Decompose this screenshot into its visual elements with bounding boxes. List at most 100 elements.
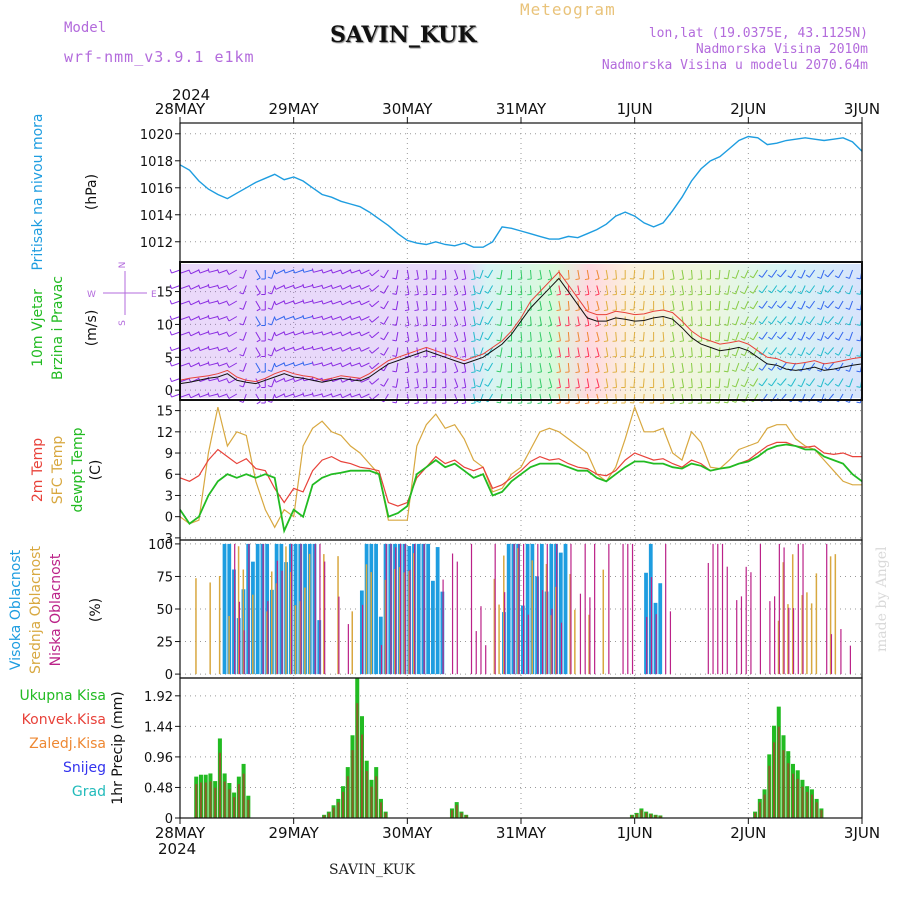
wind-barb	[820, 285, 825, 295]
wind-barb-flag	[496, 277, 501, 280]
wind-barb-flag	[484, 321, 489, 325]
wind-barb-flag	[723, 277, 728, 280]
precip-legend-1: Konvek.Kisa	[22, 712, 106, 728]
precip-conv-bar	[782, 750, 785, 818]
wind-barb	[615, 269, 618, 280]
wind-barb-flag	[311, 299, 314, 304]
wind-barb	[199, 300, 209, 305]
precip-conv-bar	[209, 781, 212, 818]
wind-barb-flag	[575, 386, 580, 389]
wind-barb	[416, 347, 419, 357]
wind-barb-flag	[805, 321, 810, 325]
temperature-ytick-label: 15	[156, 405, 173, 420]
wind-barb	[487, 269, 494, 279]
wind-barb-flag	[392, 277, 397, 280]
wind-barb	[228, 316, 238, 322]
wind-barb	[361, 362, 370, 368]
wind-barb	[605, 269, 609, 279]
wind-barb-flag	[834, 290, 839, 294]
cloud-low-bar	[788, 607, 790, 675]
wind-barb	[371, 362, 380, 370]
wind-barb-flag	[359, 347, 362, 352]
wind-barb-flag	[556, 293, 561, 296]
wind-barb	[761, 285, 768, 294]
wind-barb-flag	[226, 301, 230, 306]
wind-barb	[827, 269, 834, 278]
wind-barb	[672, 285, 675, 295]
wind-barb-flag	[556, 402, 561, 405]
wind-barb	[586, 331, 590, 341]
precip-ytick-label: 1.44	[144, 720, 173, 735]
wind-barb-flag	[595, 309, 600, 312]
wind-barb	[771, 362, 778, 371]
cloud-high-bar	[227, 543, 232, 675]
wind-barb-flag	[723, 308, 728, 311]
wind-barb	[500, 285, 503, 295]
wind-barb-flag	[805, 336, 810, 340]
cloud-mid-bar	[237, 546, 240, 675]
wind-barb-flag	[380, 383, 385, 387]
wind-barb-flag	[256, 292, 261, 296]
wind-barb	[255, 269, 261, 279]
wind-barb-flag	[537, 355, 542, 358]
temp-ylabel-1: 2m Temp	[30, 438, 46, 502]
wind-barb-flag	[584, 386, 589, 389]
cloud-low-bar	[262, 543, 264, 675]
wind-barb	[473, 393, 476, 403]
precip-legend-4: Grad	[72, 784, 106, 800]
wind-barb-flag	[239, 400, 244, 403]
wind-barb-flag	[330, 346, 334, 351]
wind-barb-flag	[845, 369, 850, 372]
precip-conv-bar	[351, 750, 354, 818]
wind-barb-flag	[256, 277, 261, 281]
wind-barb-flag	[330, 393, 334, 398]
wind-barb-flag	[603, 386, 608, 389]
wind-barb	[642, 269, 645, 280]
wind-barb	[190, 393, 200, 399]
wind-barb	[744, 316, 749, 325]
wind-barb	[780, 331, 787, 340]
precip-conv-bar	[218, 752, 222, 818]
precip-conv-bar	[758, 802, 761, 818]
wind-barb	[294, 347, 304, 352]
wind-barb	[332, 300, 342, 305]
precip-conv-bar	[233, 797, 236, 818]
wind-barb-flag	[188, 347, 192, 352]
cloud-low-bar	[579, 593, 582, 675]
wind-barb	[444, 362, 447, 373]
wind-barb	[691, 269, 693, 280]
wind-barb	[771, 347, 778, 356]
wind-barb-flag	[380, 290, 385, 294]
cloud-low-bar	[783, 547, 785, 675]
cloud-low-bar	[475, 631, 477, 675]
wind-barb	[500, 393, 503, 403]
precip-panel: 0 0.48 0.96 1.44 1.92	[144, 678, 862, 827]
wind-barb-flag	[670, 324, 675, 327]
wind-barb	[761, 347, 768, 356]
wind-barb	[800, 331, 806, 341]
wind-barb	[761, 300, 768, 309]
wind-barb	[383, 378, 389, 387]
wind-barb-flag	[797, 307, 802, 310]
wind-barb	[735, 393, 740, 403]
wind-barb	[171, 269, 181, 274]
wind-barb	[303, 331, 313, 335]
wind-barb	[718, 378, 721, 388]
wind-barb-flag	[392, 355, 397, 357]
wind-barb	[615, 285, 618, 295]
wind-barb-flag	[749, 383, 754, 387]
wind-barb	[744, 347, 749, 356]
wind-barb	[199, 285, 209, 290]
wind-barb	[255, 362, 261, 372]
cloud-low-bar	[324, 561, 326, 675]
wind-barb	[454, 331, 459, 341]
cloud-low-bar	[456, 561, 458, 675]
wind-barb-flag	[267, 338, 272, 341]
wind-barb	[275, 393, 285, 399]
cloud-low-bar	[314, 543, 316, 675]
wind-barb	[577, 316, 580, 326]
top-date-28MAY: 28MAY	[155, 100, 206, 118]
pressure-ytick-label: 1018	[140, 155, 173, 170]
wind-barb	[209, 300, 219, 304]
cloud-high-bar	[232, 569, 236, 675]
